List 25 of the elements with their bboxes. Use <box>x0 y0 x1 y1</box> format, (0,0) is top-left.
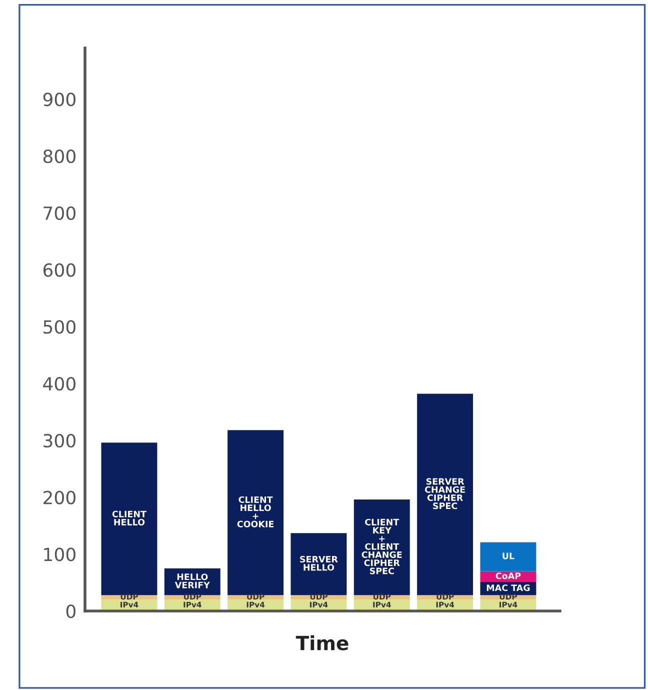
bar <box>290 533 347 596</box>
y-tick-label: 200 <box>44 490 76 504</box>
bar <box>480 542 536 572</box>
data-label: SERVER CHANGE CIPHER SPEC <box>424 478 465 510</box>
y-tick-label: 800 <box>43 150 76 164</box>
series-label: UL <box>502 552 514 560</box>
data-label: SERVER HELLO <box>300 556 338 571</box>
y-tick-label: 900 <box>43 92 76 106</box>
y-tick-label: 500 <box>44 320 76 334</box>
bar <box>228 430 284 596</box>
y-tick-label: 0 <box>66 604 76 618</box>
data-label: HELLO VERIFY <box>174 574 210 588</box>
data-label: CLIENT HELLO <box>112 510 146 526</box>
y-tick-label: 100 <box>44 548 76 562</box>
y-tick-label: 300 <box>44 434 76 448</box>
series-label: CoAP <box>496 572 521 580</box>
y-tick-label: 600 <box>43 263 76 277</box>
x-axis-title: Time <box>296 635 348 650</box>
y-tick-label: 400 <box>43 376 76 391</box>
bar <box>101 442 158 596</box>
series-label: MAC TAG <box>486 584 530 592</box>
bar <box>417 394 474 596</box>
y-tick-label: 700 <box>44 206 76 220</box>
data-label: CLIENT HELLO + COOKIE <box>237 496 274 528</box>
data-label: CLIENT KEY + CLIENT CHANGE CIPHER SPEC <box>362 518 402 574</box>
